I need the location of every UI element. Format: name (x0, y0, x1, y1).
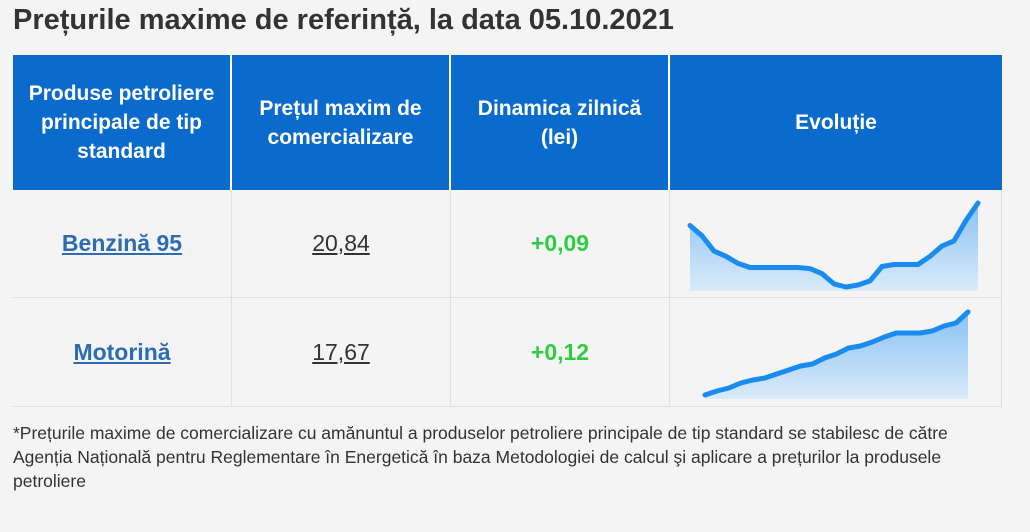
daily-change: +0,09 (530, 230, 590, 256)
header-cell: Produse petroliere principale de tip sta… (13, 55, 232, 190)
page-title: Prețurile maxime de referință, la data 0… (13, 4, 674, 36)
product-link[interactable]: Benzină 95 (61, 230, 183, 256)
body-cell: +0,12 (451, 298, 670, 407)
price-value: 17,67 (312, 338, 370, 365)
sparkline (702, 309, 971, 399)
body-cell: Benzină 95 (13, 190, 232, 298)
body-cell (670, 190, 1002, 298)
header-cell: Evoluție (670, 55, 1002, 190)
header-text: Produse petroliere principale de tip sta… (28, 82, 215, 163)
header-text: Evoluție (795, 111, 877, 134)
body-cell: 17,67 (232, 298, 451, 407)
header-cell: Prețul maxim de comercializare (232, 55, 451, 190)
daily-change: +0,12 (530, 338, 590, 365)
sparkline-area (690, 202, 978, 291)
body-cell: +0,09 (451, 190, 670, 298)
header-text: Dinamica zilnică (lei) (477, 96, 642, 149)
body-cell: Motorină (13, 298, 232, 407)
footnote: *Prețurile maxime de comercializare cu a… (13, 423, 948, 491)
product-link[interactable]: Motorină (73, 338, 171, 365)
sparkline-line (702, 309, 971, 397)
body-cell: 20,84 (232, 190, 451, 298)
header-cell: Dinamica zilnică (lei) (451, 55, 670, 190)
body-cell (670, 298, 1002, 407)
price-value: 20,84 (312, 230, 370, 256)
header-text: Prețul maxim de comercializare (259, 96, 422, 149)
sparkline (687, 200, 981, 291)
sparkline-line (687, 200, 981, 289)
price-table: Produse petroliere principale de tip sta… (13, 55, 1002, 407)
